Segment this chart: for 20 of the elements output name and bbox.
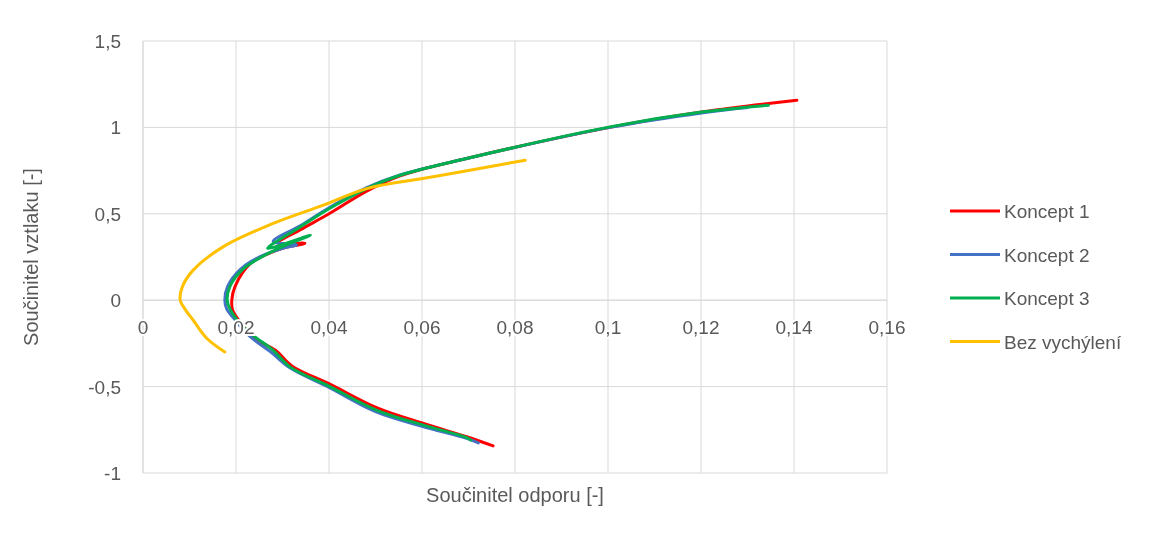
x-tick-label: 0,04: [310, 317, 348, 339]
legend-label: Koncept 3: [1004, 288, 1090, 309]
legend-label: Koncept 2: [1004, 244, 1090, 266]
x-tick-label: 0,1: [594, 317, 622, 339]
y-tick-label: 0,5: [94, 203, 121, 225]
y-tick-label: -1: [104, 463, 121, 484]
y-tick-label: -0,5: [88, 376, 121, 398]
x-tick-label: 0: [137, 317, 149, 339]
x-tick-label: 0,16: [868, 317, 906, 339]
legend-label: Bez vychýlení: [1004, 331, 1122, 353]
y-tick-label: 1,5: [94, 31, 121, 52]
x-tick-label: 0,08: [496, 317, 534, 339]
x-tick-label: 0,06: [403, 317, 441, 339]
x-tick-label: 0,14: [775, 317, 813, 339]
y-tick-label: 0: [110, 290, 121, 312]
x-tick-label: 0,12: [682, 317, 720, 339]
x-axis-title: Součinitel odporu [-]: [426, 484, 604, 506]
y-tick-label: 1: [110, 117, 121, 139]
y-axis-title: Součinitel vztlaku [-]: [20, 168, 42, 346]
legend-label: Koncept 1: [1004, 201, 1090, 222]
